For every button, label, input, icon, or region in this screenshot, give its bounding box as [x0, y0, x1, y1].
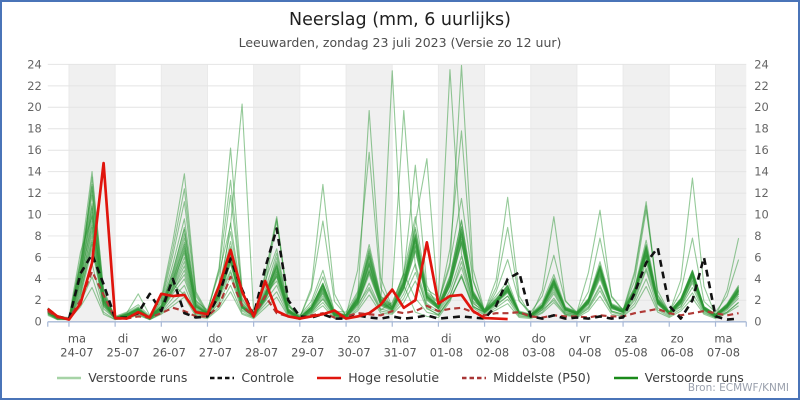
x-tick-day-name: ma	[714, 332, 732, 346]
x-tick-date: 07-08	[707, 345, 740, 359]
y-axis-label-left: 4	[35, 272, 42, 286]
y-axis-label-left: 14	[27, 165, 42, 179]
control-run-line	[46, 227, 739, 321]
y-axis-label-right: 0	[754, 315, 761, 329]
x-tick-date: 06-08	[661, 345, 694, 359]
y-axis-label-right: 16	[754, 143, 769, 157]
y-axis-label-right: 8	[754, 229, 761, 243]
x-tick-day-name: do	[532, 332, 546, 346]
legend-line-swatch	[57, 376, 82, 379]
x-tick-date: 30-07	[337, 345, 370, 359]
y-axis-label-left: 16	[27, 143, 42, 157]
x-tick-day-name: zo	[671, 332, 684, 346]
legend-label: Hoge resolutie	[348, 370, 440, 385]
legend-item-3: Middelste (P50)	[461, 370, 591, 385]
legend-line-swatch	[462, 376, 487, 379]
x-tick-date: 27-07	[199, 345, 232, 359]
y-axis-label-left: 0	[35, 315, 42, 329]
source-credit: Bron: ECMWF/KNMI	[687, 382, 789, 394]
y-axis-label-right: 18	[754, 122, 769, 136]
x-tick-date: 04-08	[568, 345, 601, 359]
x-tick-date: 02-08	[476, 345, 509, 359]
x-tick-date: 25-07	[106, 345, 139, 359]
y-axis-label-left: 10	[27, 208, 42, 222]
x-tick-date: 05-08	[614, 345, 647, 359]
legend-label: Verstoorde runs	[644, 370, 744, 385]
x-tick-day-name: vr	[579, 332, 591, 346]
y-axis-label-left: 6	[35, 250, 42, 264]
y-axis-label-left: 2	[35, 293, 42, 307]
legend-label: Verstoorde runs	[88, 370, 188, 385]
x-tick-day-name: ma	[68, 332, 86, 346]
ensemble-member-line	[47, 201, 740, 320]
legend-label: Middelste (P50)	[493, 370, 591, 385]
chart-legend: Verstoorde runs Controle Hoge resolutie Mid…	[2, 370, 798, 385]
legend-label: Controle	[241, 370, 295, 385]
y-axis-label-right: 22	[754, 79, 769, 93]
x-tick-day-name: do	[208, 332, 222, 346]
legend-item-0: Verstoorde runs	[56, 370, 187, 385]
y-axis-label-right: 2	[754, 293, 761, 307]
y-axis-label-right: 10	[754, 208, 769, 222]
y-axis-label-right: 14	[754, 165, 769, 179]
y-axis-label-left: 12	[27, 186, 42, 200]
legend-item-2: Hoge resolutie	[316, 370, 439, 385]
legend-item-1: Controle	[209, 370, 294, 385]
x-tick-day-name: ma	[391, 332, 409, 346]
x-tick-day-name: wo	[484, 332, 500, 346]
x-tick-day-name: di	[441, 332, 451, 346]
y-axis-label-left: 20	[27, 100, 42, 114]
x-tick-day-name: vr	[256, 332, 268, 346]
x-tick-date: 01-08	[430, 345, 463, 359]
legend-item-4: Verstoorde runs	[613, 370, 744, 385]
x-tick-date: 31-07	[384, 345, 417, 359]
legend-line-swatch	[210, 376, 235, 379]
y-axis-label-left: 22	[27, 79, 42, 93]
y-axis-label-right: 20	[754, 100, 769, 114]
chart-title: Neerslag (mm, 6 uurlijks)	[289, 10, 511, 30]
x-tick-date: 26-07	[153, 345, 186, 359]
y-axis-label-left: 24	[27, 57, 42, 71]
x-tick-day-name: wo	[161, 332, 177, 346]
y-axis-label-right: 12	[754, 186, 769, 200]
legend-line-swatch	[613, 376, 638, 379]
legend-line-swatch	[317, 376, 342, 379]
high-resolution-line	[46, 161, 508, 321]
y-axis-label-left: 18	[27, 122, 42, 136]
x-tick-day-name: zo	[348, 332, 361, 346]
y-axis-label-right: 6	[754, 250, 761, 264]
x-tick-day-name: di	[118, 332, 128, 346]
y-axis-label-left: 8	[35, 229, 42, 243]
x-tick-date: 28-07	[245, 345, 278, 359]
x-tick-day-name: za	[625, 332, 638, 346]
x-tick-day-name: za	[301, 332, 314, 346]
chart-subtitle: Leeuwarden, zondag 23 juli 2023 (Versie …	[238, 35, 562, 50]
x-tick-date: 24-07	[60, 345, 93, 359]
y-axis-label-right: 4	[754, 272, 761, 286]
y-axis-label-right: 24	[754, 57, 769, 71]
x-tick-date: 29-07	[291, 345, 324, 359]
x-tick-date: 03-08	[522, 345, 555, 359]
